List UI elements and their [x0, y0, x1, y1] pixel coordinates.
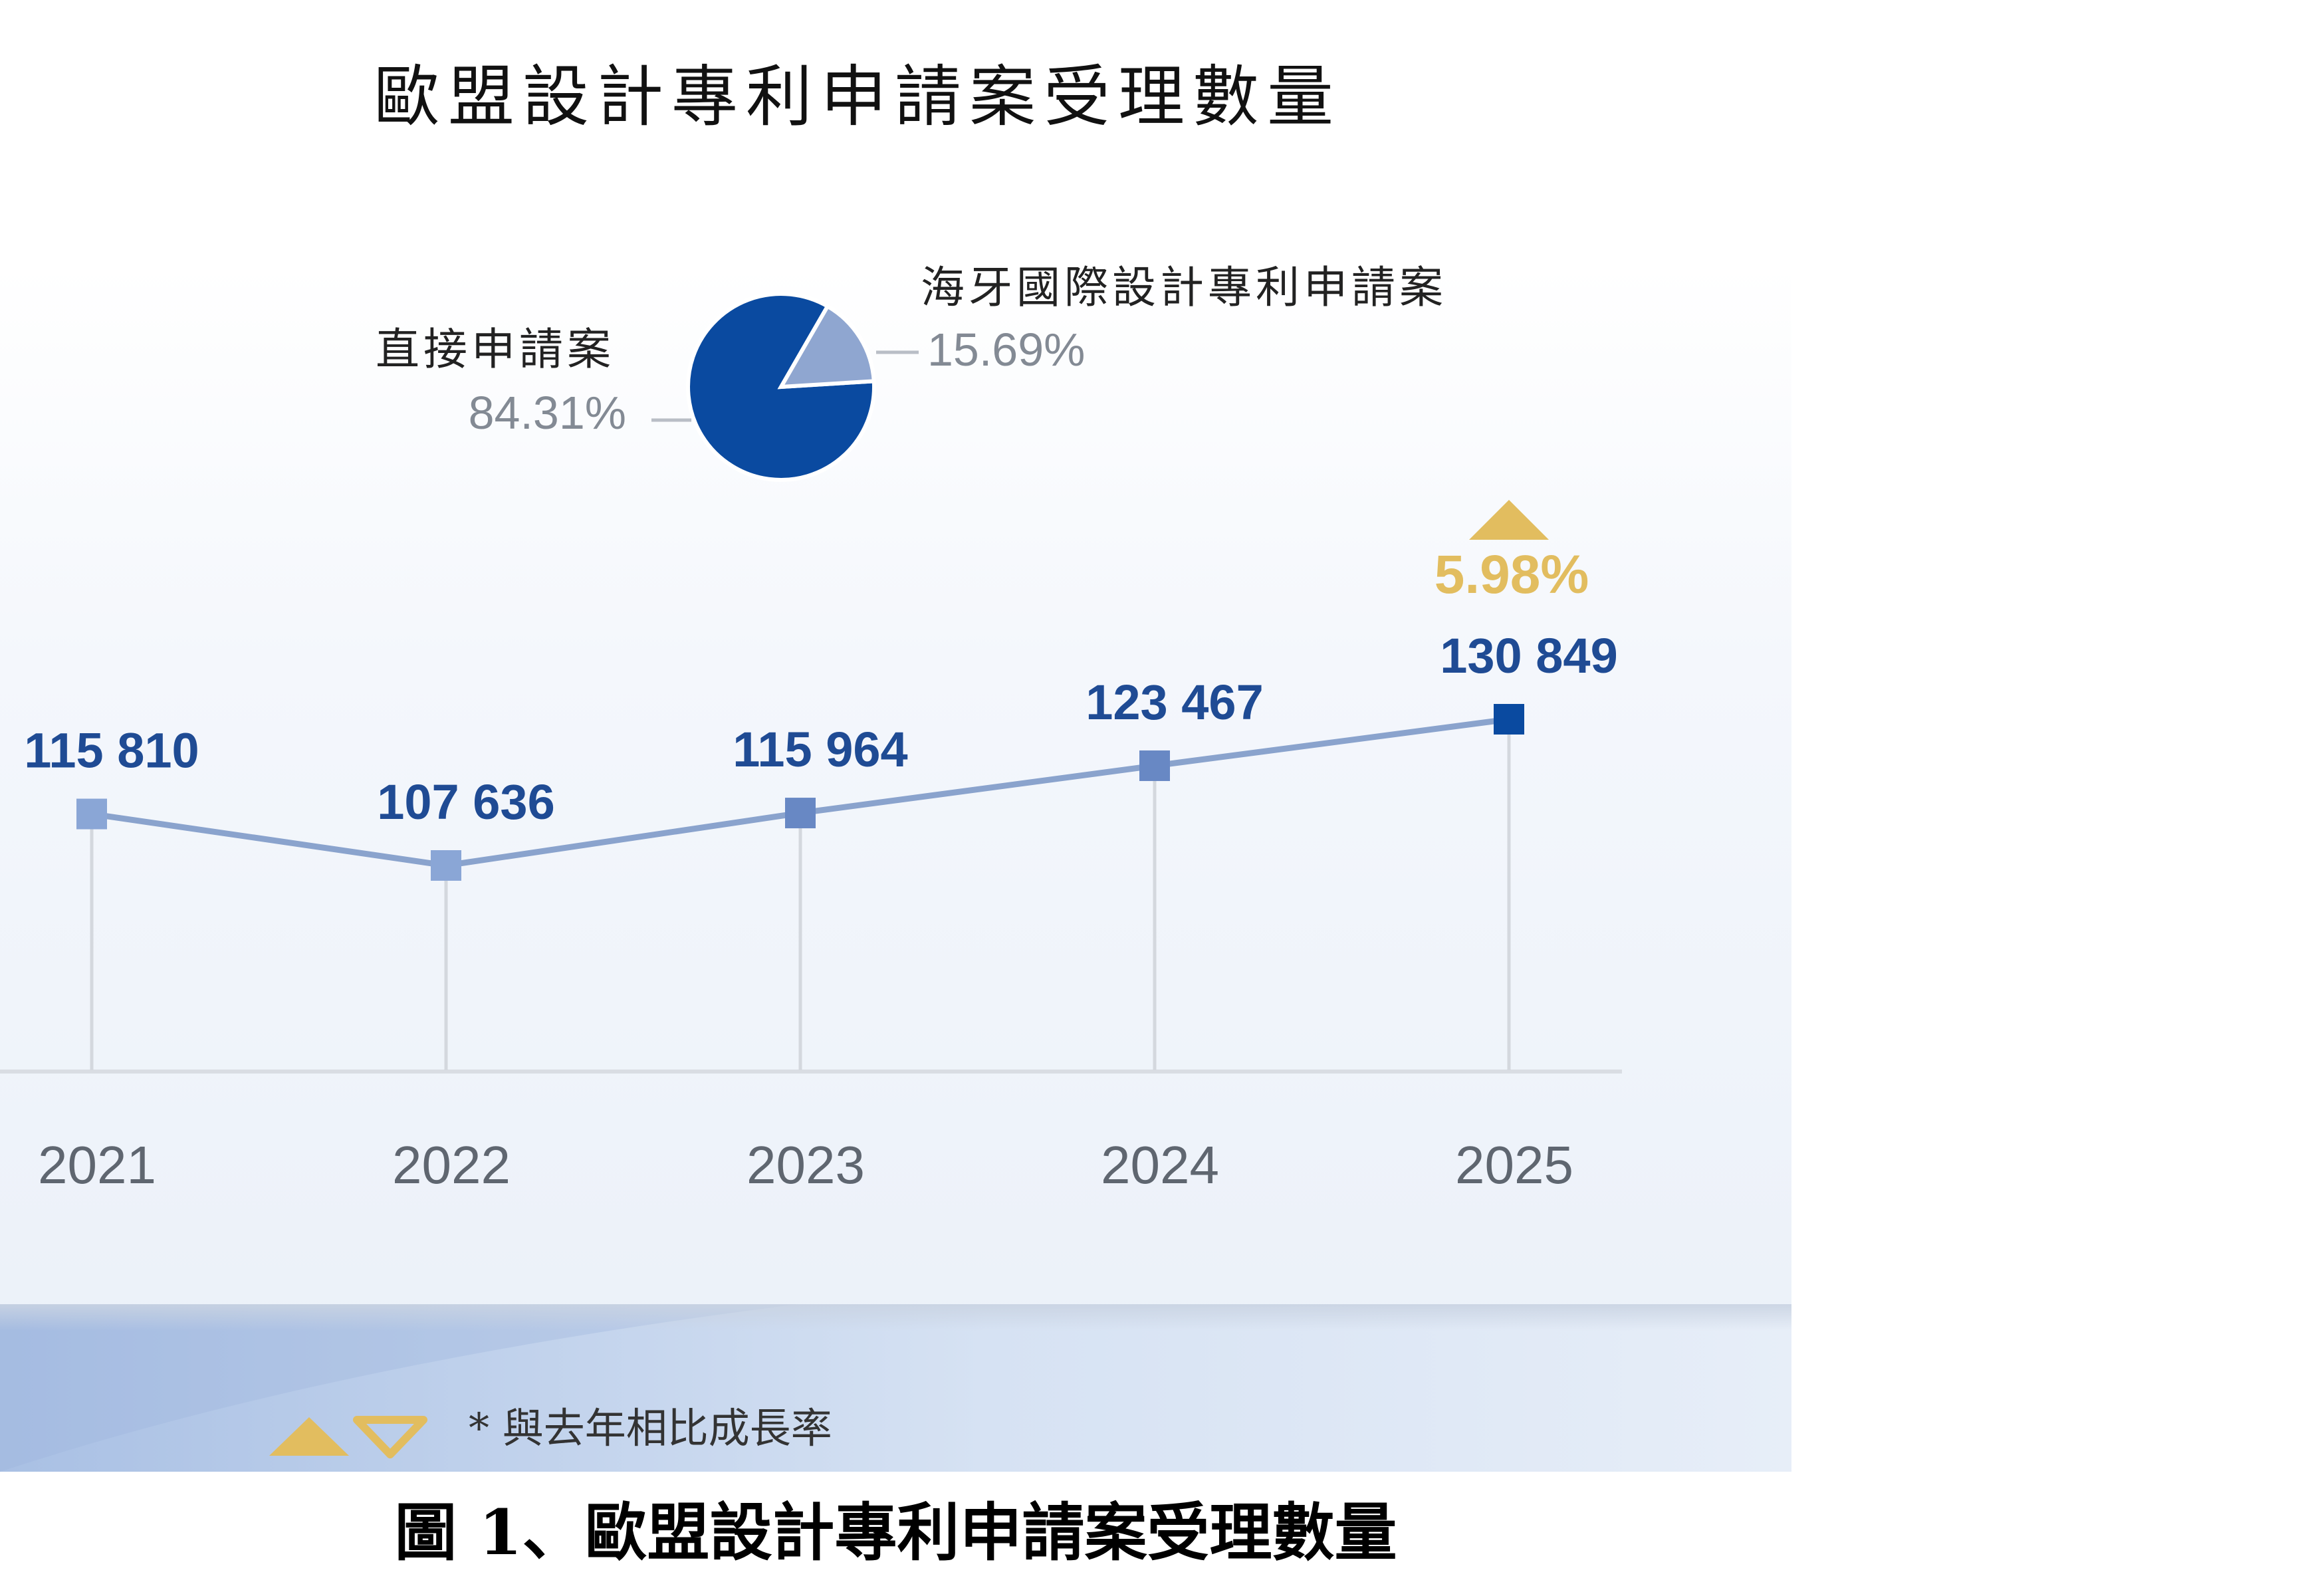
growth-label: 5.98% [1435, 544, 1589, 605]
figure-caption: 圖 1、歐盟設計專利申請案受理數量 [394, 1496, 1397, 1569]
pie-percent: 15.69% [927, 324, 1085, 376]
pie-percent: 84.31% [469, 387, 626, 439]
legend-band-sweep [0, 1304, 798, 1472]
x-tick-label: 2024 [1101, 1135, 1219, 1195]
triangle-up-icon [269, 1417, 349, 1456]
x-tick-label: 2023 [747, 1135, 865, 1195]
data-point [785, 798, 816, 829]
x-tick-label: 2025 [1455, 1135, 1573, 1195]
x-tick-label: 2022 [392, 1135, 511, 1195]
x-tick-label: 2021 [38, 1135, 156, 1195]
data-label: 107 636 [377, 774, 555, 830]
triangle-up-icon [1469, 500, 1549, 540]
data-label: 115 964 [733, 722, 907, 777]
pie-chart: 直接申請案 84.31% 海牙國際設計專利申請案 15.69% [376, 262, 1447, 482]
chart-panel: 歐盟設計專利申請案受理數量 115 810 2021 107 636 2022 115 … [0, 0, 1791, 1472]
chart-title: 歐盟設計專利申請案受理數量 [374, 58, 1341, 136]
pie-label: 海牙國際設計專利申請案 [921, 262, 1447, 313]
triangle-down-icon [353, 1416, 427, 1458]
data-point [1139, 750, 1170, 781]
data-point [431, 850, 461, 881]
pie-label: 直接申請案 [376, 324, 615, 375]
data-label: 130 849 [1440, 628, 1618, 683]
data-point [76, 798, 107, 830]
card-shadow [0, 1304, 1791, 1331]
data-label: 123 467 [1086, 675, 1264, 730]
pie-slice [777, 303, 876, 390]
line-chart: 115 810 2021 107 636 2022 115 964 2023 123 467… [24, 500, 1618, 1195]
data-label: 115 810 [24, 723, 199, 778]
data-point [1494, 704, 1524, 735]
legend-note: * 與去年相比成長率 [469, 1404, 832, 1452]
